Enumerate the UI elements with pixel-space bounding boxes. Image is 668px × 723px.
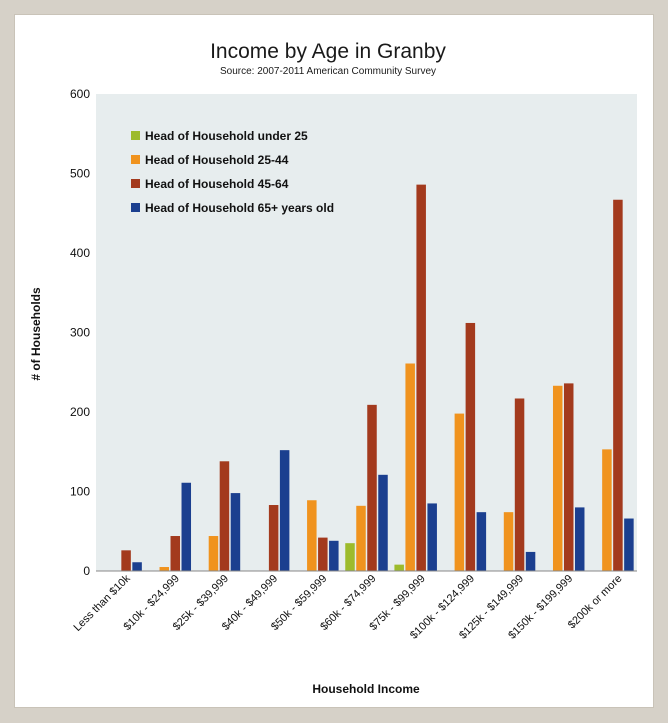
y-tick-label: 0 bbox=[83, 564, 90, 578]
bar-5-0 bbox=[345, 543, 355, 571]
bar-8-3 bbox=[525, 551, 536, 571]
legend-label: Head of Household under 25 bbox=[145, 129, 308, 143]
bar-3-3 bbox=[279, 450, 290, 571]
bar-5-1 bbox=[356, 505, 366, 571]
legend-swatch bbox=[131, 155, 140, 164]
bar-9-1 bbox=[552, 385, 563, 571]
legend-swatch bbox=[131, 131, 140, 140]
bar-6-2 bbox=[416, 184, 426, 571]
bar-9-3 bbox=[574, 507, 585, 571]
bar-1-1 bbox=[159, 567, 170, 571]
legend-label: Head of Household 45-64 bbox=[145, 177, 289, 191]
y-tick-label: 500 bbox=[70, 167, 90, 181]
bar-4-2 bbox=[318, 537, 328, 571]
y-tick-label: 400 bbox=[70, 246, 90, 260]
bar-3-2 bbox=[268, 505, 279, 571]
legend-label: Head of Household 65+ years old bbox=[145, 201, 334, 215]
bar-8-2 bbox=[514, 398, 525, 571]
bar-0-3 bbox=[132, 562, 142, 571]
bar-4-1 bbox=[307, 500, 317, 571]
bar-5-3 bbox=[378, 474, 388, 571]
y-tick-label: 200 bbox=[70, 405, 90, 419]
y-tick-label: 100 bbox=[70, 485, 90, 499]
bar-10-3 bbox=[624, 518, 634, 571]
bar-7-2 bbox=[465, 322, 476, 571]
bar-7-3 bbox=[476, 512, 487, 571]
chart-title: Income by Age in Granby bbox=[210, 40, 446, 63]
chart-subtitle: Source: 2007-2011 American Community Sur… bbox=[220, 66, 436, 77]
bar-2-3 bbox=[230, 493, 241, 571]
bar-7-1 bbox=[454, 413, 465, 571]
bar-4-3 bbox=[329, 540, 339, 571]
bar-8-1 bbox=[503, 512, 514, 571]
bar-1-3 bbox=[181, 482, 192, 571]
y-tick-label: 600 bbox=[70, 87, 90, 101]
bar-0-2 bbox=[121, 550, 131, 571]
bar-2-2 bbox=[219, 461, 230, 571]
bar-10-2 bbox=[613, 199, 623, 572]
bar-5-2 bbox=[367, 404, 377, 571]
bar-6-0 bbox=[394, 564, 404, 571]
legend-swatch bbox=[131, 179, 140, 188]
bar-10-1 bbox=[602, 449, 612, 571]
bar-1-2 bbox=[170, 536, 181, 571]
bar-6-3 bbox=[427, 503, 437, 571]
bar-2-1 bbox=[208, 536, 219, 571]
legend-label: Head of Household 25-44 bbox=[145, 153, 289, 167]
bar-9-2 bbox=[563, 383, 574, 571]
y-tick-label: 300 bbox=[70, 326, 90, 340]
y-axis-label: # of Households bbox=[29, 287, 43, 381]
x-axis-label: Household Income bbox=[312, 682, 420, 696]
legend-swatch bbox=[131, 203, 140, 212]
bar-6-1 bbox=[405, 363, 415, 571]
